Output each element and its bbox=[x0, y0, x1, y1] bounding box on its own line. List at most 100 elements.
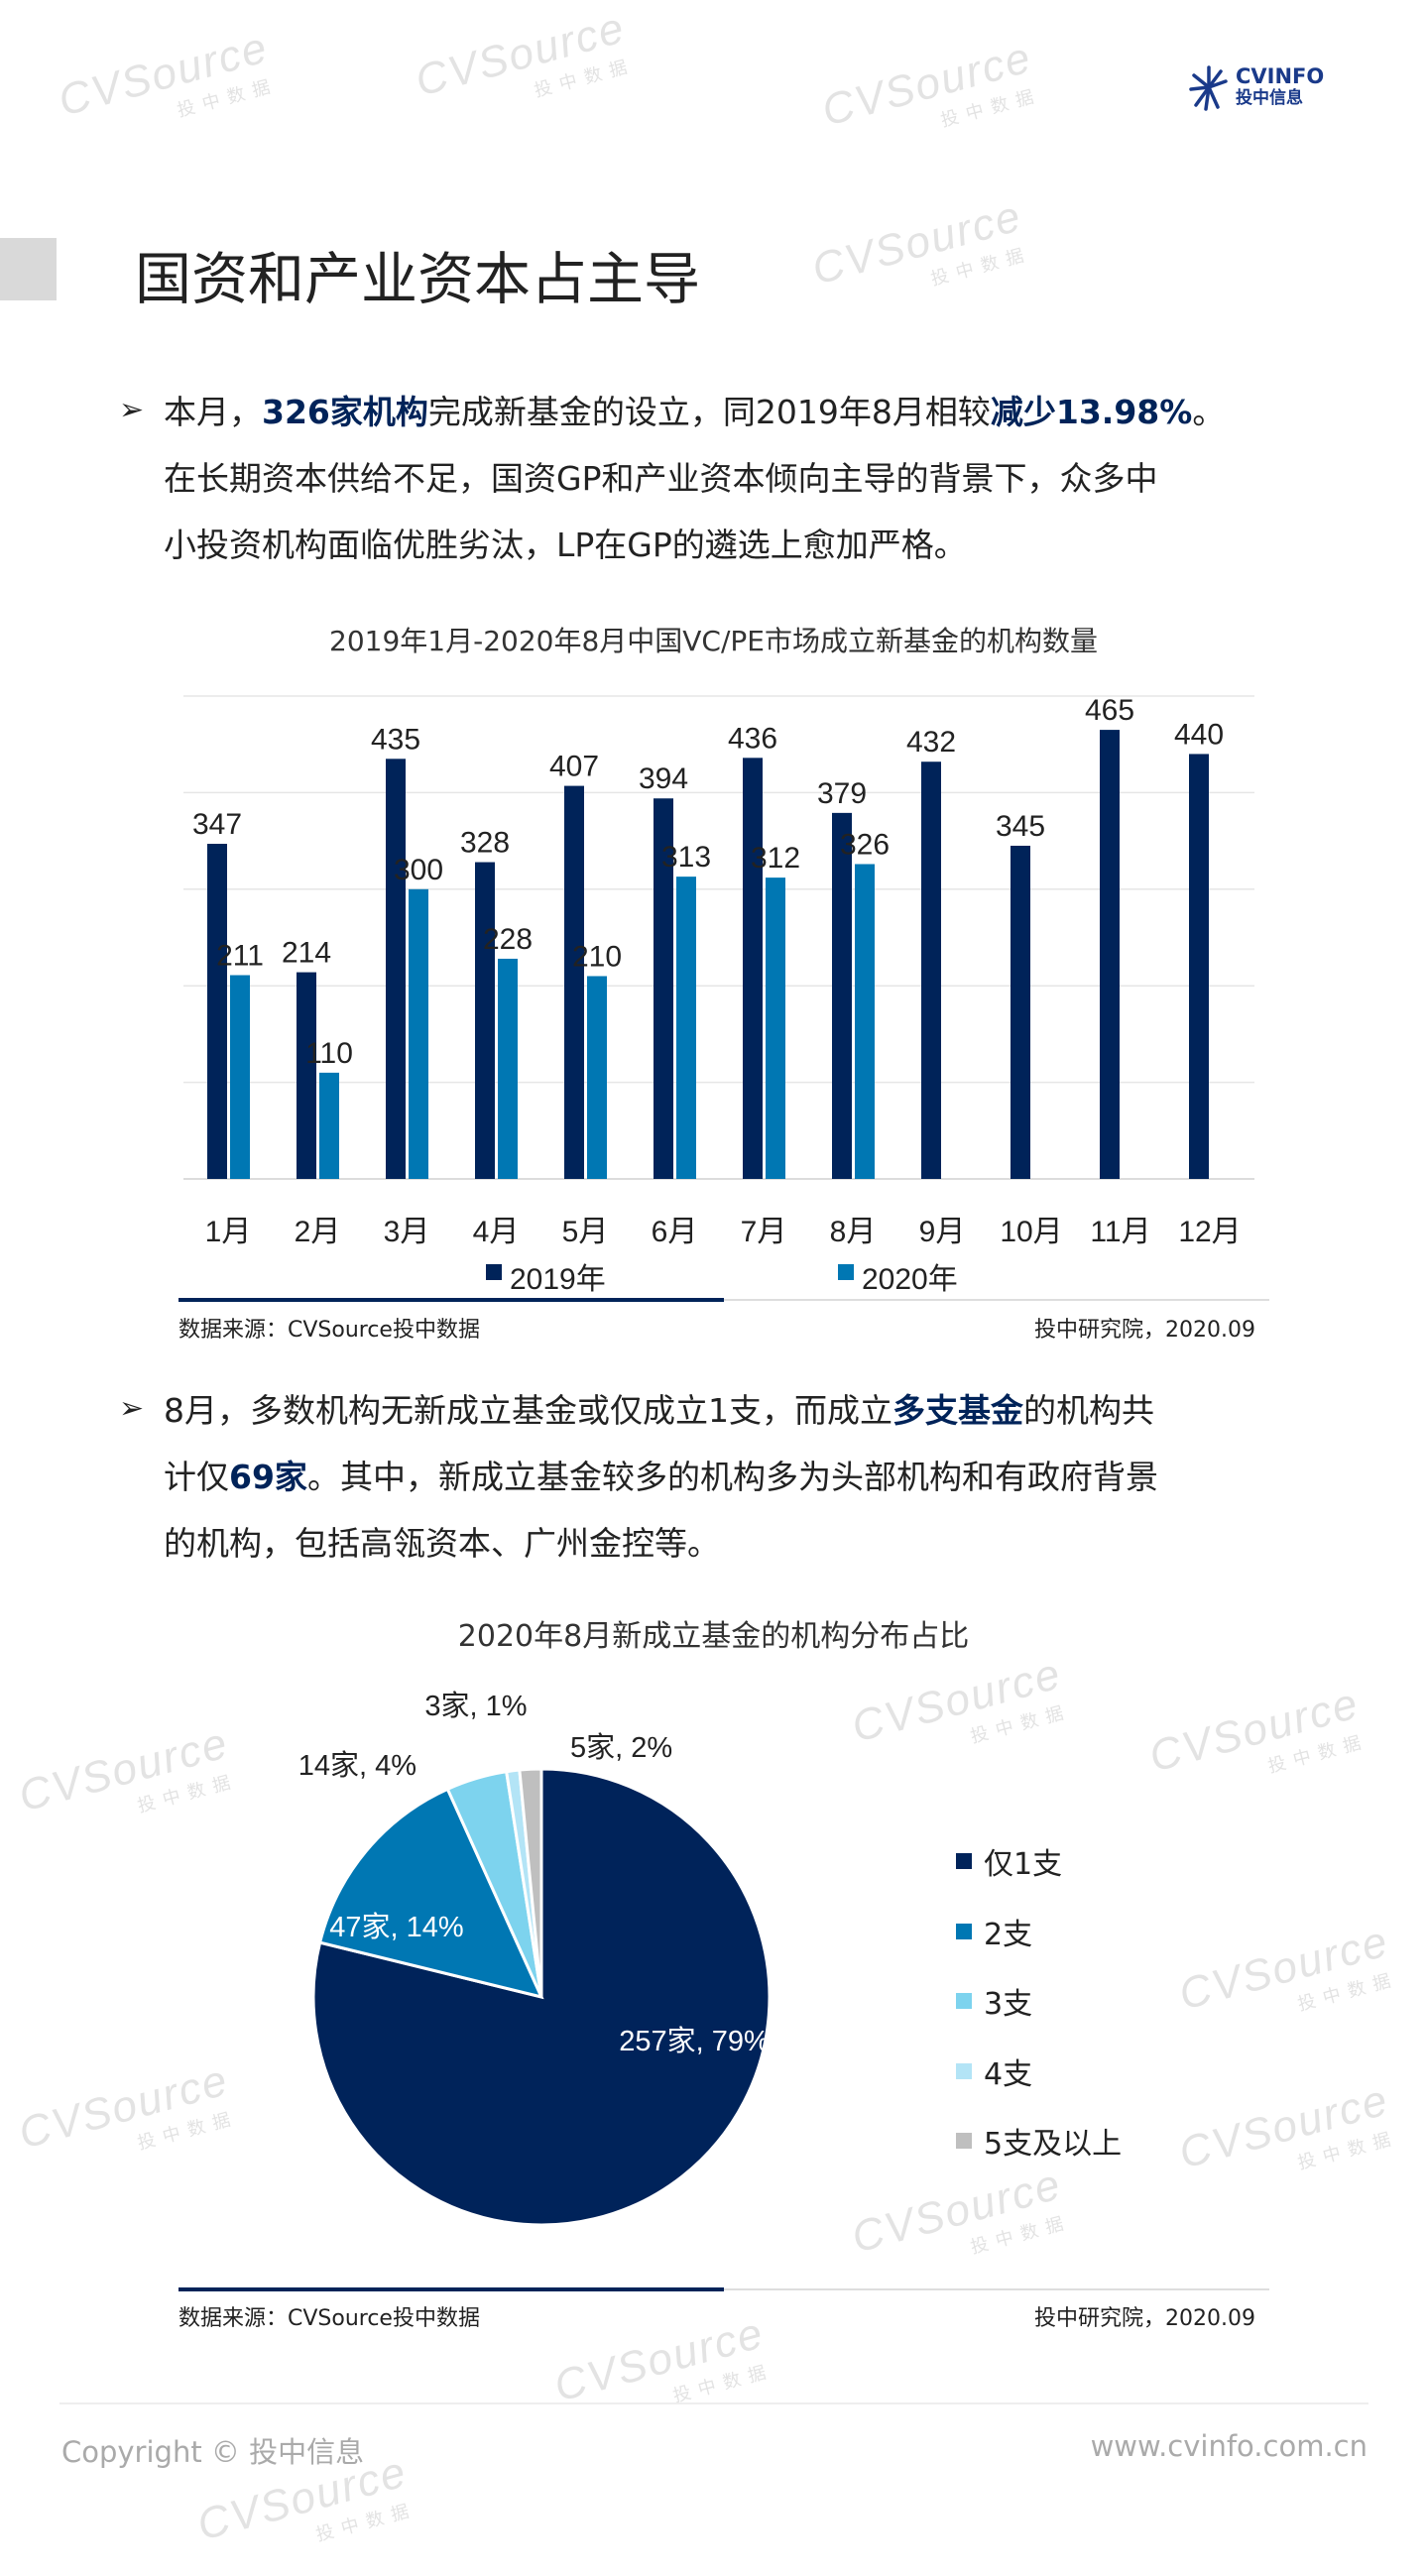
slice-label: 3家, 1% bbox=[424, 1690, 527, 1722]
legend-swatch bbox=[956, 2062, 972, 2079]
bar-2020年 bbox=[230, 975, 250, 1179]
text: 8月，多数机构无新成立基金或仅成立1支，而成立 bbox=[164, 1391, 892, 1430]
title-accent-block bbox=[0, 238, 57, 300]
legend-label: 5支及以上 bbox=[984, 2127, 1123, 2162]
highlight: 减少13.98% bbox=[990, 393, 1193, 431]
x-tick-label: 2月 bbox=[295, 1216, 341, 1248]
data-label: 110 bbox=[305, 1037, 353, 1070]
bar-2019年 bbox=[207, 844, 227, 1179]
data-label: 435 bbox=[371, 723, 420, 756]
logo-burst-icon bbox=[1189, 65, 1228, 111]
copyright: Copyright © 投中信息 bbox=[61, 2435, 365, 2469]
slice-label: 257家, 79% bbox=[619, 2025, 770, 2057]
data-label: 394 bbox=[639, 762, 688, 795]
bar-2019年 bbox=[386, 759, 406, 1179]
source-divider-light bbox=[724, 1299, 1269, 1301]
text: 本月， bbox=[164, 393, 262, 431]
legend-swatch bbox=[956, 1853, 972, 1869]
bar-2020年 bbox=[855, 864, 875, 1179]
bar-2019年 bbox=[921, 761, 941, 1179]
x-tick-label: 11月 bbox=[1090, 1216, 1150, 1248]
text: 。其中，新成立基金较多的机构多为头部机构和有政府背景 bbox=[306, 1458, 1158, 1496]
data-source: 数据来源：CVSource投中数据 bbox=[178, 1318, 480, 1343]
bar-2019年 bbox=[564, 785, 584, 1179]
page-title: 国资和产业资本占主导 bbox=[135, 247, 700, 312]
website-link[interactable]: www.cvinfo.com.cn bbox=[1090, 2429, 1368, 2463]
paragraph-2: 8月，多数机构无新成立基金或仅成立1支，而成立多支基金的机构共 计仅69家。其中… bbox=[164, 1377, 1393, 1577]
slice-label: 14家, 4% bbox=[298, 1749, 416, 1782]
pie-slice bbox=[518, 1767, 543, 1998]
data-label: 436 bbox=[728, 722, 777, 755]
x-tick-label: 9月 bbox=[919, 1216, 966, 1248]
data-label: 300 bbox=[394, 854, 443, 886]
source-divider-light bbox=[724, 2288, 1269, 2290]
data-label: 432 bbox=[906, 726, 956, 759]
x-tick-label: 5月 bbox=[562, 1216, 609, 1248]
highlight: 326家机构 bbox=[262, 393, 428, 431]
x-tick-label: 7月 bbox=[741, 1216, 787, 1248]
source-divider bbox=[178, 1298, 724, 1302]
bar-2019年 bbox=[1189, 754, 1209, 1179]
bar-2020年 bbox=[409, 888, 428, 1179]
text: 的机构共 bbox=[1023, 1391, 1154, 1430]
paragraph-1: 本月，326家机构完成新基金的设立，同2019年8月相较减少13.98%。 在长… bbox=[164, 379, 1393, 578]
source-credit: 投中研究院，2020.09 bbox=[1034, 2306, 1255, 2331]
data-label: 345 bbox=[996, 810, 1045, 843]
bar-2019年 bbox=[654, 798, 673, 1179]
pie-slice bbox=[317, 1787, 544, 2000]
cvinfo-logo: CVINFO 投中信息 bbox=[1188, 61, 1324, 113]
legend-item: 4支 bbox=[956, 2049, 1032, 2093]
data-label: 440 bbox=[1174, 718, 1224, 751]
legend-label: 2支 bbox=[984, 1917, 1033, 1952]
logo-text: CVINFO bbox=[1236, 64, 1325, 88]
legend-label: 2019年 bbox=[510, 1263, 606, 1296]
text: 在长期资本供给不足，国资GP和产业资本倾向主导的背景下，众多中 bbox=[164, 459, 1158, 498]
slice-label: 47家, 14% bbox=[329, 1911, 463, 1943]
text: 完成新基金的设立，同2019年8月相较 bbox=[427, 393, 991, 431]
data-label: 407 bbox=[549, 751, 599, 783]
data-label: 211 bbox=[216, 939, 264, 972]
x-tick-label: 8月 bbox=[830, 1216, 877, 1248]
legend-swatch bbox=[838, 1264, 854, 1280]
bar-2020年 bbox=[766, 878, 785, 1179]
bar-chart: 347 211 1月 214 110 2月 435 300 3月 328 228 4月 407 210 5月… bbox=[183, 694, 1254, 1296]
legend-label: 仅1支 bbox=[984, 1847, 1063, 1882]
legend-item: 2支 bbox=[956, 1910, 1032, 1953]
legend-swatch bbox=[956, 1993, 972, 2009]
x-tick-label: 1月 bbox=[205, 1216, 252, 1248]
bar-2020年 bbox=[319, 1072, 339, 1179]
text: 小投资机构面临优胜劣汰，LP在GP的遴选上愈加严格。 bbox=[164, 526, 967, 564]
legend-swatch bbox=[956, 1923, 972, 1939]
x-tick-label: 4月 bbox=[473, 1216, 520, 1248]
source-credit: 投中研究院，2020.09 bbox=[1034, 1318, 1255, 1343]
bar-2019年 bbox=[297, 972, 316, 1179]
text: 。 bbox=[1192, 393, 1226, 431]
bar-chart-title: 2019年1月-2020年8月中国VC/PE市场成立新基金的机构数量 bbox=[329, 625, 1098, 657]
data-label: 326 bbox=[840, 828, 890, 861]
slice-label: 5家, 2% bbox=[570, 1731, 672, 1764]
text: 计仅 bbox=[164, 1458, 229, 1496]
text: 的机构，包括高瓴资本、广州金控等。 bbox=[164, 1524, 720, 1563]
data-label: 214 bbox=[282, 937, 331, 970]
bar-2019年 bbox=[832, 812, 852, 1179]
x-tick-label: 6月 bbox=[652, 1216, 698, 1248]
highlight: 69家 bbox=[229, 1458, 307, 1496]
data-label: 312 bbox=[751, 842, 800, 875]
bar-2020年 bbox=[498, 958, 518, 1179]
data-label: 313 bbox=[661, 841, 711, 874]
data-label: 379 bbox=[817, 777, 867, 810]
bar-2019年 bbox=[743, 758, 763, 1179]
legend-label: 3支 bbox=[984, 1987, 1033, 2022]
legend-label: 4支 bbox=[984, 2056, 1033, 2092]
pie-chart-title: 2020年8月新成立基金的机构分布占比 bbox=[457, 1619, 970, 1654]
bar-2019年 bbox=[1011, 845, 1030, 1179]
pie-chart: 257家, 79% 47家, 14% 14家, 4%3家, 1% 5家, 2% bbox=[298, 1690, 772, 2227]
bullet-arrow-icon: ➢ bbox=[119, 393, 145, 427]
bullet-arrow-icon: ➢ bbox=[119, 1391, 145, 1426]
legend-item: 5支及以上 bbox=[956, 2119, 1122, 2163]
data-label: 347 bbox=[192, 808, 242, 841]
data-label: 228 bbox=[483, 923, 533, 956]
source-divider bbox=[178, 2287, 724, 2291]
bar-2019年 bbox=[475, 862, 495, 1179]
data-label: 210 bbox=[572, 940, 622, 973]
